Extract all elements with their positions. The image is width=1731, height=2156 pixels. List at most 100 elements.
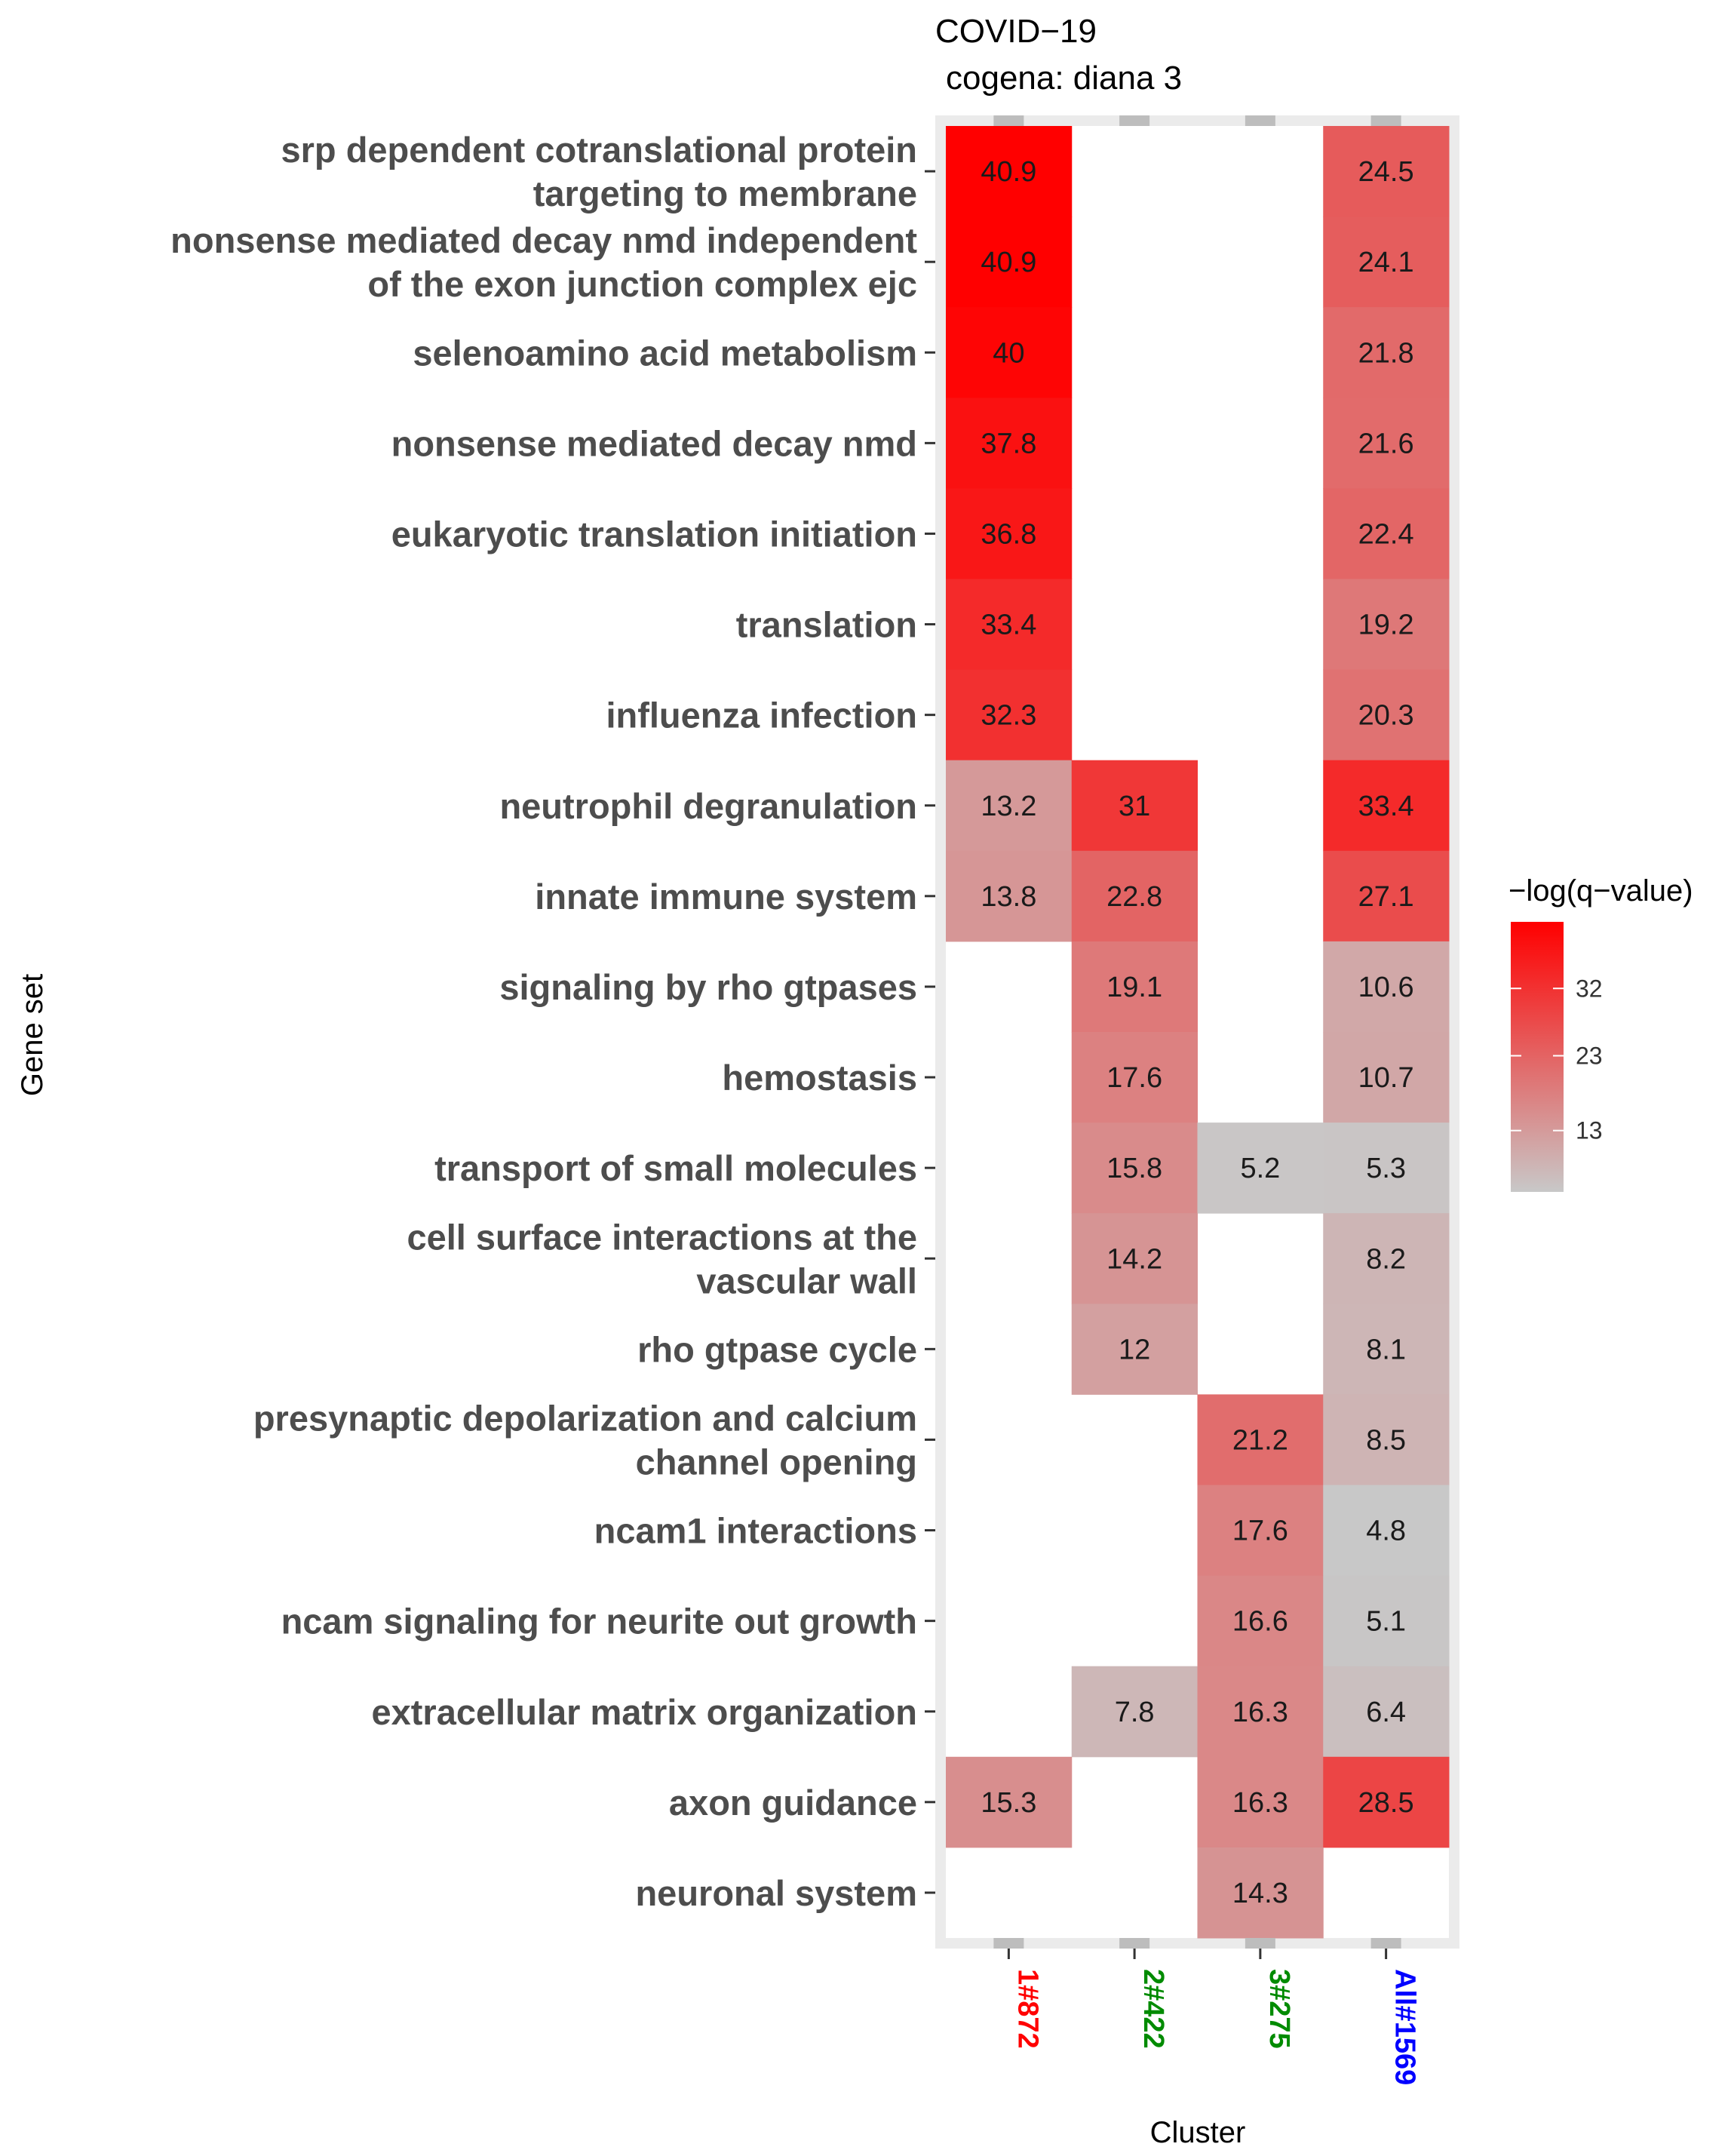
heatmap-cell <box>946 398 1073 489</box>
cell-value-label: 6.4 <box>1366 1697 1406 1728</box>
heatmap-cell <box>946 217 1073 308</box>
cell-value-label: 13.2 <box>981 791 1036 822</box>
y-tick-label: srp dependent cotranslational protein <box>281 130 918 170</box>
y-tick-label: extracellular matrix organization <box>371 1692 917 1732</box>
heatmap-cells: 40.9 24.5 40.9 24.1 40 21.8 37.8 21.6 36.8 22.4 33… <box>946 126 1450 1939</box>
bottom-tick-mark <box>993 1938 1024 1949</box>
heatmap-cell <box>946 307 1073 398</box>
heatmap-cell <box>1197 1756 1324 1848</box>
cell-value-label: 10.7 <box>1358 1062 1414 1094</box>
chart-subtitle: cogena: diana 3 <box>946 60 1182 97</box>
x-tick-label: 2#422 <box>1137 1969 1169 2049</box>
legend-ticks: 13 23 32 <box>1511 975 1603 1144</box>
heatmap-cell <box>946 850 1073 942</box>
y-tick-label: presynaptic depolarization and calcium <box>253 1398 917 1438</box>
heatmap-cell <box>1323 1756 1450 1848</box>
heatmap-cell <box>946 669 1073 761</box>
heatmap-cell <box>1323 669 1450 761</box>
y-tick-label: influenza infection <box>606 696 917 736</box>
cell-value-label: 10.6 <box>1358 972 1414 1003</box>
cell-value-label: 8.5 <box>1366 1424 1406 1456</box>
bottom-tick-marks <box>993 1938 1401 1949</box>
heatmap-cell <box>1323 217 1450 308</box>
cell-value-label: 17.6 <box>1232 1516 1288 1547</box>
cell-value-label: 33.4 <box>981 610 1036 641</box>
x-axis-labels: 1#872 2#422 3#275 All#1569 <box>1007 1949 1421 2085</box>
y-tick-label: cell surface interactions at the <box>407 1217 917 1257</box>
cell-value-label: 19.1 <box>1106 972 1162 1003</box>
bottom-tick-mark <box>1370 1938 1401 1949</box>
heatmap-cell <box>1071 760 1198 852</box>
y-tick-label: signaling by rho gtpases <box>499 967 917 1007</box>
cell-value-label: 17.6 <box>1106 1062 1162 1094</box>
y-tick-label: axon guidance <box>669 1783 917 1823</box>
cell-value-label: 14.3 <box>1232 1878 1288 1909</box>
heatmap-cell <box>1323 760 1450 852</box>
cell-value-label: 32.3 <box>981 700 1036 732</box>
y-tick-label: nonsense mediated decay nmd independent <box>170 220 917 260</box>
cell-value-label: 5.2 <box>1240 1153 1280 1184</box>
top-tick-mark <box>1370 115 1401 126</box>
cell-value-label: 21.8 <box>1358 337 1414 369</box>
cell-value-label: 40 <box>993 337 1024 369</box>
cell-value-label: 40.9 <box>981 247 1036 278</box>
heatmap-cell <box>1071 1213 1198 1304</box>
heatmap-cell <box>1323 1575 1450 1667</box>
x-axis-title: Cluster <box>1150 2116 1246 2149</box>
heatmap-cell <box>1071 941 1198 1033</box>
cell-value-label: 15.3 <box>981 1787 1036 1819</box>
top-tick-marks <box>993 115 1401 126</box>
heatmap-cell <box>1323 1485 1450 1577</box>
cell-value-label: 24.5 <box>1358 156 1414 188</box>
cell-value-label: 16.3 <box>1232 1697 1288 1728</box>
heatmap-cell <box>1071 1032 1198 1123</box>
heatmap-cell <box>946 579 1073 671</box>
cell-value-label: 31 <box>1119 791 1150 822</box>
y-tick-label: targeting to membrane <box>533 174 917 213</box>
top-tick-mark <box>1245 115 1275 126</box>
heatmap-cell <box>1323 398 1450 489</box>
cell-value-label: 20.3 <box>1358 700 1414 732</box>
heatmap-cell <box>1323 1666 1450 1758</box>
legend-tick-label: 23 <box>1576 1043 1603 1070</box>
y-axis-title: Gene set <box>16 974 49 1096</box>
y-tick-label: of the exon junction complex ejc <box>367 264 917 304</box>
cell-value-label: 16.6 <box>1232 1606 1288 1638</box>
x-tick-label: 1#872 <box>1011 1969 1043 2049</box>
y-tick-label: vascular wall <box>696 1261 917 1301</box>
heatmap-cell <box>1323 1304 1450 1395</box>
heatmap-cell <box>1323 941 1450 1033</box>
cell-value-label: 22.8 <box>1106 881 1162 913</box>
y-tick-label: eukaryotic translation initiation <box>391 514 917 554</box>
cell-value-label: 19.2 <box>1358 610 1414 641</box>
x-tick-label: 3#275 <box>1263 1969 1295 2049</box>
heatmap-cell <box>1197 1847 1324 1939</box>
cell-value-label: 5.1 <box>1366 1606 1406 1638</box>
cell-value-label: 5.3 <box>1366 1153 1406 1184</box>
heatmap-cell <box>1197 1666 1324 1758</box>
heatmap-cell <box>946 760 1073 852</box>
y-tick-label: hemostasis <box>722 1058 917 1098</box>
y-tick-label: transport of small molecules <box>434 1148 917 1188</box>
legend-tick-label: 13 <box>1576 1117 1603 1144</box>
heatmap-cell <box>1323 307 1450 398</box>
heatmap-cell <box>1323 488 1450 579</box>
cell-value-label: 16.3 <box>1232 1787 1288 1819</box>
heatmap-cell <box>1197 1485 1324 1577</box>
heatmap-cell <box>1071 850 1198 942</box>
y-tick-label: neuronal system <box>635 1873 917 1913</box>
heatmap-cell <box>946 488 1073 579</box>
heatmap-cell <box>1197 1123 1324 1214</box>
y-tick-label: translation <box>736 605 917 645</box>
y-tick-label: selenoamino acid metabolism <box>413 333 917 373</box>
heatmap-cell <box>1323 1213 1450 1304</box>
y-tick-label: channel opening <box>636 1442 917 1482</box>
chart-title: COVID−19 <box>935 13 1097 50</box>
top-tick-mark <box>993 115 1024 126</box>
y-tick-label: ncam1 interactions <box>594 1511 917 1551</box>
cell-value-label: 7.8 <box>1115 1697 1155 1728</box>
cell-value-label: 4.8 <box>1366 1516 1406 1547</box>
cell-value-label: 8.2 <box>1366 1243 1406 1275</box>
y-axis-labels: srp dependent cotranslational protein tar… <box>170 130 935 1913</box>
